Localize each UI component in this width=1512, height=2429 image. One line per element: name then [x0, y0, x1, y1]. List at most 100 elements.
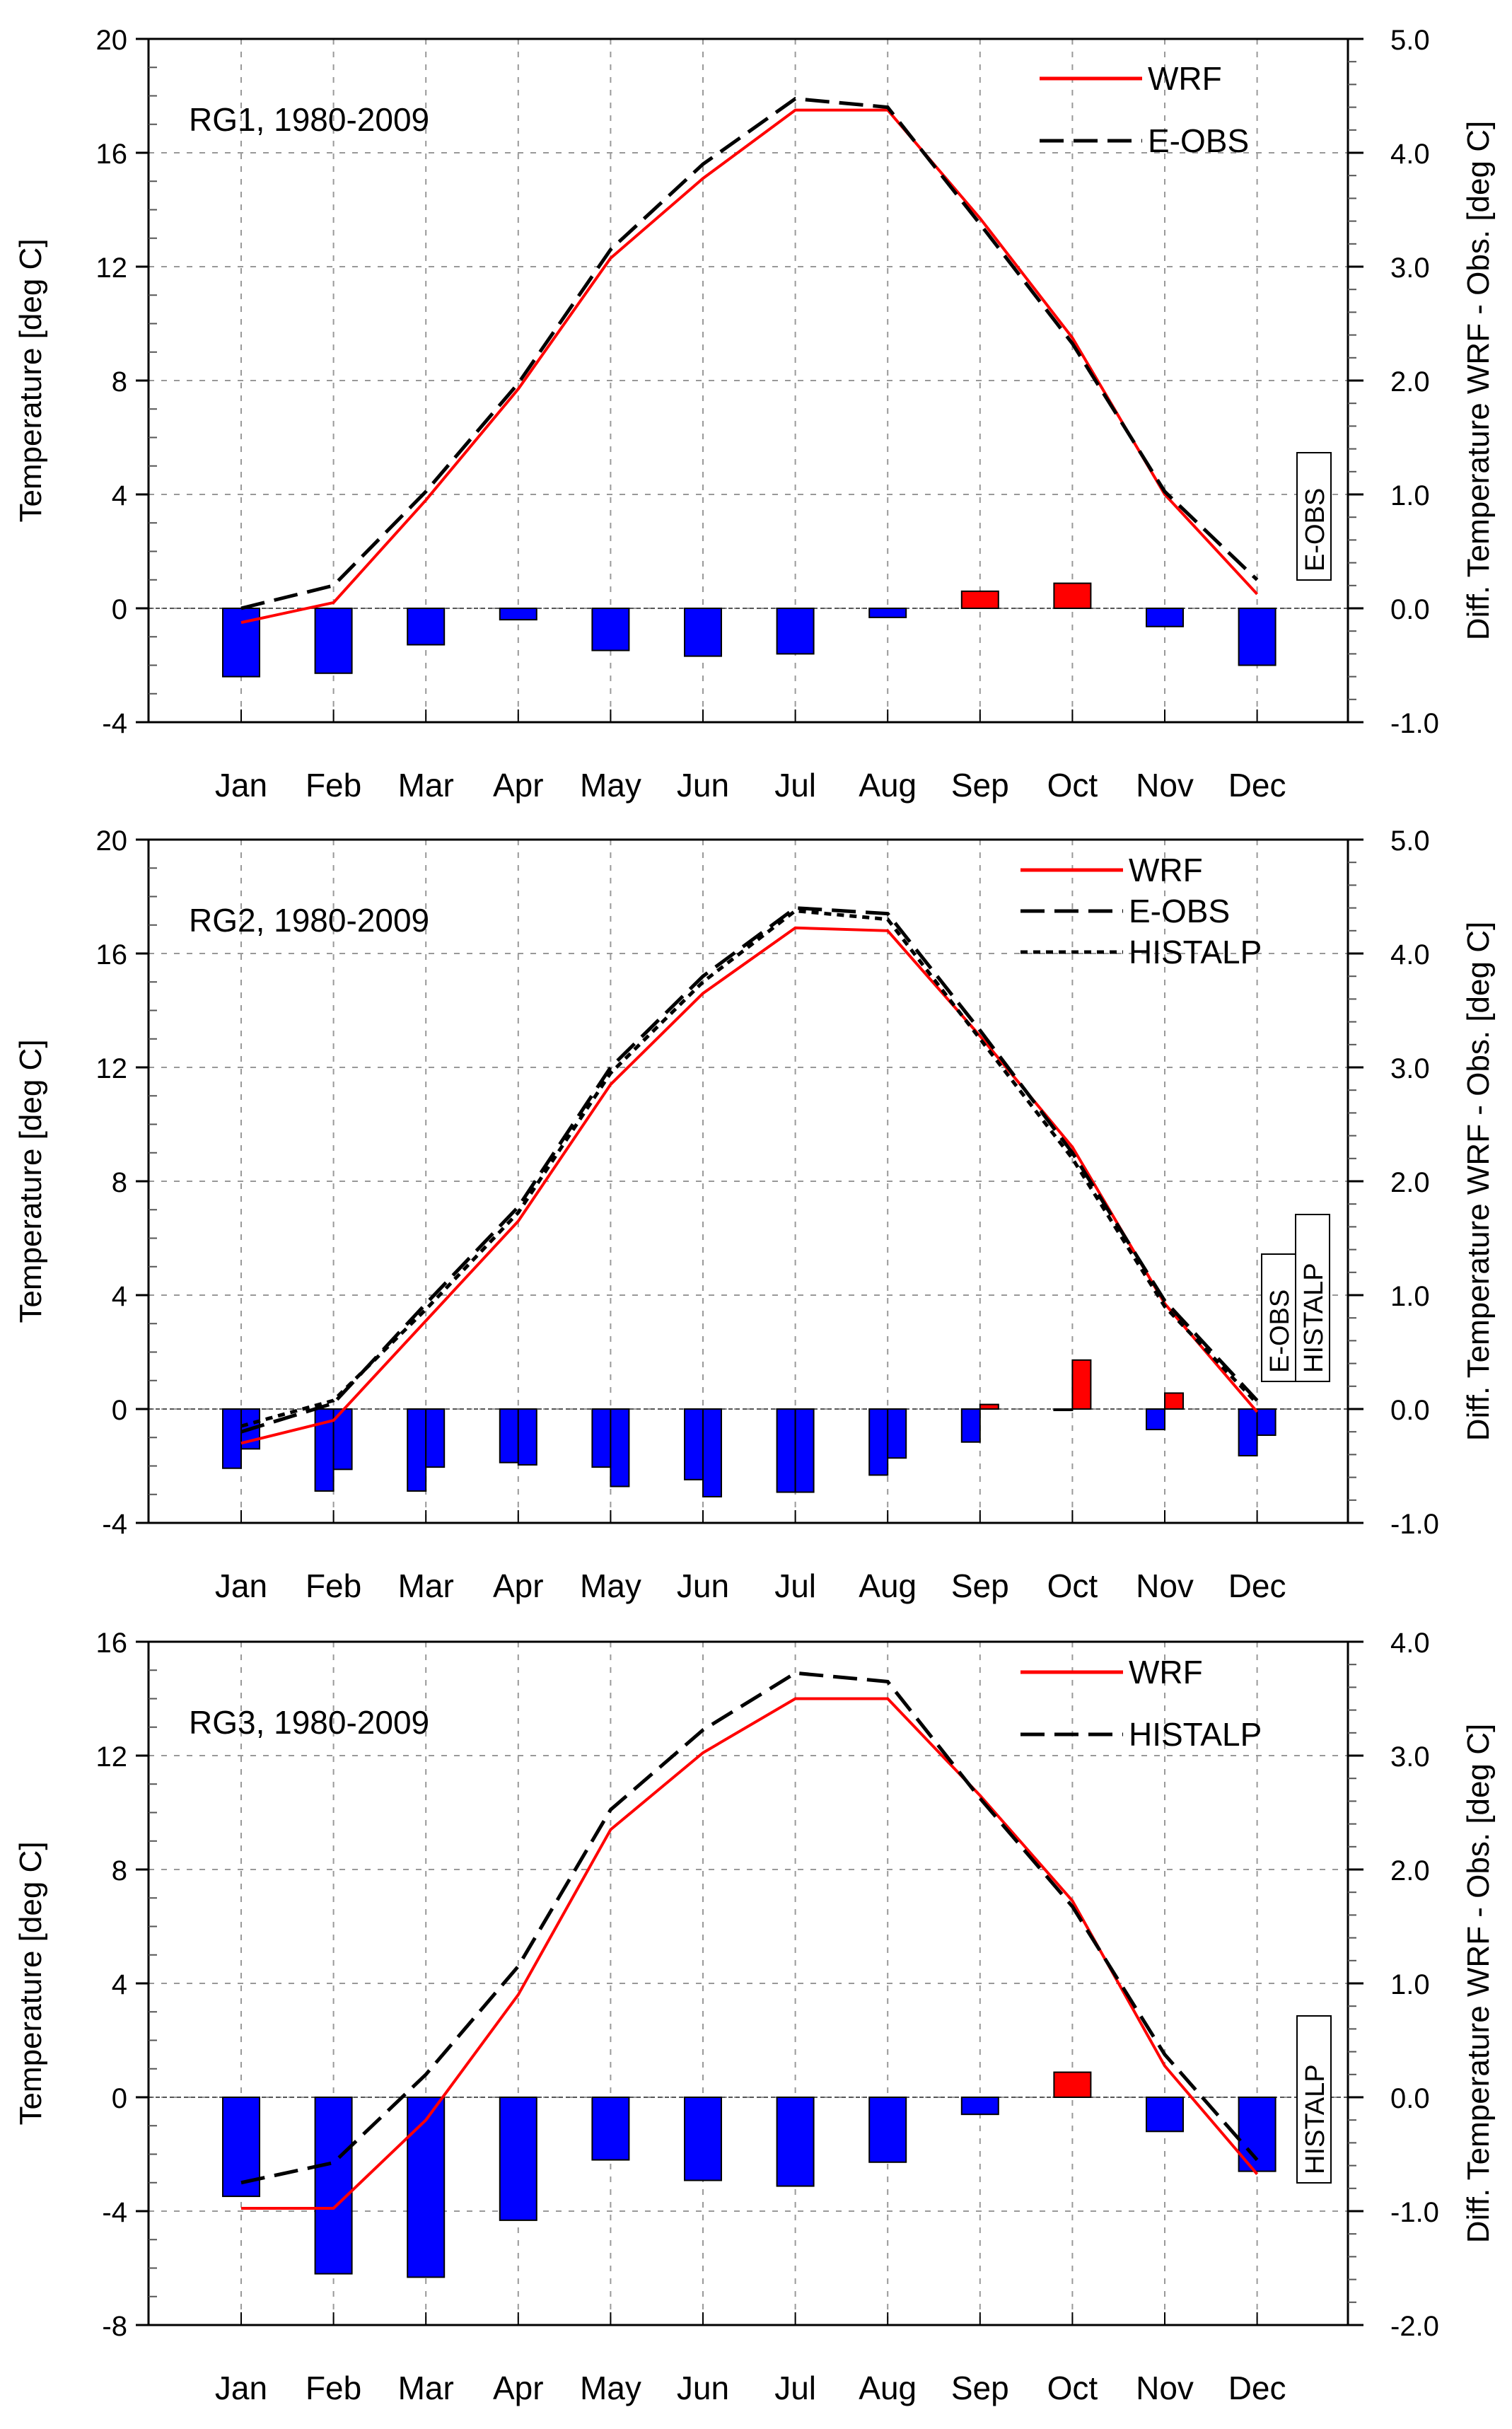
- diff-bar-histalp-apr: [499, 2097, 537, 2221]
- y2-tick-label: 0.0: [1390, 1395, 1430, 1426]
- x-tick-label-mar: Mar: [398, 767, 454, 804]
- x-tick-label-oct: Oct: [1047, 2370, 1098, 2406]
- y-tick-label: 16: [96, 139, 128, 170]
- series-line-histalp: [240, 1671, 1259, 2185]
- y-tick-label: -8: [102, 2311, 127, 2342]
- diff-bar-histalp-aug: [868, 2097, 907, 2163]
- series-line-e-obs: [240, 906, 1259, 1434]
- y2-tick-label: 3.0: [1390, 1741, 1430, 1773]
- diff-bar-e-obs-may: [591, 608, 630, 651]
- bar-legend-box-histalp: [1295, 1214, 1330, 1382]
- y-tick-label: 12: [96, 253, 128, 284]
- x-tick-label-aug: Aug: [859, 767, 917, 804]
- x-tick-label-may: May: [580, 767, 641, 804]
- y2-axis-title: Diff. Temperature WRF - Obs. [deg C]: [1461, 1724, 1496, 2243]
- x-tick-label-jul: Jul: [774, 767, 816, 804]
- x-tick-label-jul: Jul: [774, 1567, 816, 1604]
- diff-bar-e-obs-mar: [407, 608, 446, 646]
- x-tick-label-feb: Feb: [306, 767, 361, 804]
- y-tick-label: 20: [96, 25, 128, 56]
- diff-bar-histalp-jun: [702, 1408, 722, 1497]
- y2-tick-label: 1.0: [1390, 480, 1430, 511]
- x-tick-label-jun: Jun: [677, 1567, 729, 1604]
- y-tick-label: 4: [112, 1281, 127, 1312]
- x-tick-label-apr: Apr: [493, 2370, 544, 2406]
- diff-bar-e-obs-mar: [407, 1408, 427, 1492]
- y2-tick-label: 5.0: [1390, 25, 1430, 56]
- bar-legend-box-histalp: [1296, 2015, 1332, 2184]
- panel-title: RG1, 1980-2009: [189, 101, 429, 138]
- y2-tick-label: 4.0: [1390, 1628, 1430, 1659]
- diff-bar-e-obs-nov: [1146, 608, 1184, 627]
- diff-bar-e-obs-dec: [1238, 608, 1277, 666]
- series-line-wrf: [240, 926, 1259, 1445]
- x-tick-label-jun: Jun: [677, 767, 729, 804]
- x-tick-label-sep: Sep: [951, 767, 1009, 804]
- diff-bar-e-obs-dec: [1238, 1408, 1258, 1457]
- y-tick-label: 4: [112, 480, 127, 511]
- diff-bar-histalp-oct: [1053, 2071, 1092, 2099]
- bar-legend-label-e-obs: E-OBS: [1301, 488, 1330, 572]
- x-tick-label-may: May: [580, 1567, 641, 1604]
- x-tick-label-sep: Sep: [951, 2370, 1009, 2406]
- x-tick-label-nov: Nov: [1136, 2370, 1194, 2406]
- x-tick-label-nov: Nov: [1136, 1567, 1194, 1604]
- diff-bar-e-obs-apr: [499, 1408, 519, 1463]
- y-tick-label: 12: [96, 1741, 128, 1773]
- diff-bar-e-obs-apr: [499, 608, 537, 621]
- x-tick-label-dec: Dec: [1228, 1567, 1286, 1604]
- y-tick-label: -4: [102, 708, 127, 739]
- y2-tick-label: 0.0: [1390, 594, 1430, 625]
- bar-legend-label-histalp: HISTALP: [1299, 1263, 1329, 1373]
- x-tick-label-apr: Apr: [493, 767, 544, 804]
- panel-2: -4 0 4 8 12 16 20 -1.0 0.0 1.0 2.0 3.0 4.0 5.0 Jan Feb M…: [13, 825, 1496, 1604]
- legend-label-wrf: WRF: [1129, 852, 1203, 888]
- diff-bar-histalp-jul: [794, 1408, 815, 1493]
- y-tick-label: 16: [96, 1628, 128, 1659]
- y-tick-label: 16: [96, 939, 128, 970]
- diff-bar-e-obs-sep: [960, 1408, 981, 1443]
- y-axis-title: Temperature [deg C]: [13, 1841, 48, 2125]
- x-tick-label-jan: Jan: [215, 767, 267, 804]
- x-tick-label-apr: Apr: [493, 1567, 544, 1604]
- diff-bar-e-obs-aug: [868, 1408, 889, 1476]
- diff-bar-e-obs-jul: [776, 1408, 796, 1493]
- x-tick-label-aug: Aug: [859, 2370, 917, 2406]
- y-axis-title: Temperature [deg C]: [13, 1039, 48, 1323]
- diff-bar-histalp-jul: [776, 2097, 815, 2187]
- x-tick-label-oct: Oct: [1047, 1567, 1098, 1604]
- panel-title: RG3, 1980-2009: [189, 1704, 429, 1741]
- x-tick-label-jul: Jul: [774, 2370, 816, 2406]
- y2-axis-title: Diff. Temperature WRF - Obs. [deg C]: [1461, 121, 1496, 640]
- y-axis-title: Temperature [deg C]: [13, 238, 48, 522]
- panel-1: -4 0 4 8 12 16 20 -1.0 0.0 1.0 2.0 3.0 4.0 5.0 Jan Feb M…: [13, 25, 1496, 804]
- series-line-wrf: [241, 1697, 1259, 2210]
- legend-label-wrf: WRF: [1148, 60, 1222, 97]
- y2-tick-label: 1.0: [1390, 1281, 1430, 1312]
- x-tick-label-feb: Feb: [306, 2370, 361, 2406]
- y2-tick-label: 4.0: [1390, 139, 1430, 170]
- y2-tick-label: -1.0: [1390, 1509, 1439, 1540]
- legend-label-histalp: HISTALP: [1129, 1716, 1262, 1753]
- diff-bar-e-obs-oct: [1053, 582, 1092, 610]
- diff-bar-e-obs-jun: [684, 1408, 704, 1480]
- x-tick-label-mar: Mar: [398, 2370, 454, 2406]
- diff-bar-histalp-jun: [684, 2097, 722, 2181]
- y-tick-label: 0: [112, 1395, 127, 1426]
- x-tick-label-dec: Dec: [1228, 2370, 1286, 2406]
- x-tick-label-jan: Jan: [215, 2370, 267, 2406]
- diff-bar-histalp-may: [591, 2097, 630, 2161]
- x-tick-label-may: May: [580, 2370, 641, 2406]
- x-tick-label-aug: Aug: [859, 1567, 917, 1604]
- legend-label-wrf: WRF: [1129, 1654, 1203, 1691]
- x-tick-label-mar: Mar: [398, 1567, 454, 1604]
- y2-tick-label: 3.0: [1390, 253, 1430, 284]
- y2-tick-label: 5.0: [1390, 825, 1430, 857]
- x-tick-label-nov: Nov: [1136, 767, 1194, 804]
- diff-bar-histalp-oct: [1071, 1359, 1092, 1410]
- y2-tick-label: 3.0: [1390, 1053, 1430, 1084]
- y-tick-label: 12: [96, 1053, 128, 1084]
- diff-bar-e-obs-aug: [868, 608, 907, 618]
- series-line-wrf: [240, 108, 1259, 625]
- y-tick-label: -4: [102, 2197, 127, 2228]
